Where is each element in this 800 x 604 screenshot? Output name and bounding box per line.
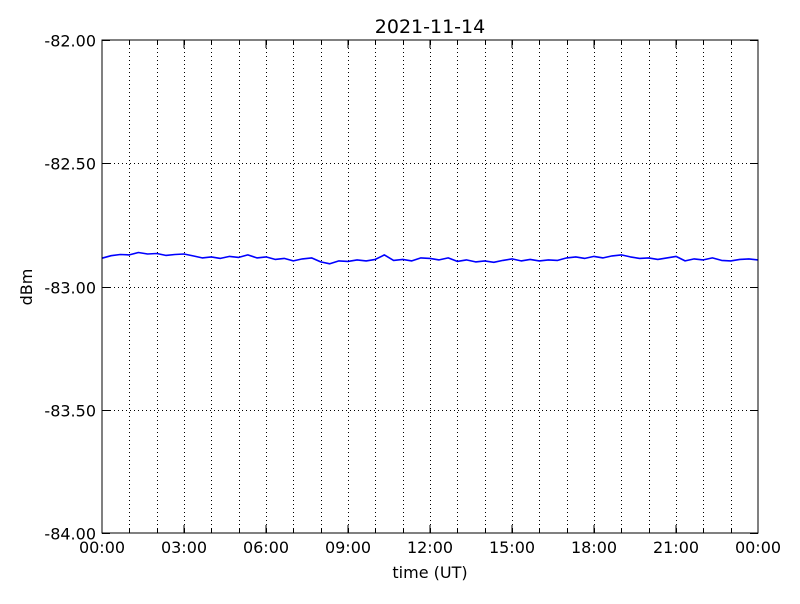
x-tick-label: 00:00	[735, 538, 781, 557]
x-tick-label: 03:00	[161, 538, 207, 557]
x-tick-label: 21:00	[653, 538, 699, 557]
x-tick-label: 00:00	[79, 538, 125, 557]
chart-title: 2021-11-14	[375, 16, 485, 38]
x-tick-label: 18:00	[571, 538, 617, 557]
x-tick-label: 06:00	[243, 538, 289, 557]
ticks: 00:00 03:00 06:00 09:00 12:00 15:00 18:00 21:00…	[44, 32, 781, 558]
y-tick-label: -82.50	[44, 155, 96, 174]
grid	[102, 40, 758, 533]
x-tick-label: 12:00	[407, 538, 453, 557]
x-tick-label: 09:00	[325, 538, 371, 557]
y-tick-label: -82.00	[44, 32, 96, 51]
series	[101, 251, 759, 265]
y-tick-label: -83.50	[44, 402, 96, 421]
series-line	[101, 251, 759, 265]
plot-frame	[101, 39, 759, 534]
x-axis-label: time (UT)	[392, 563, 467, 582]
y-tick-label: -84.00	[44, 525, 96, 544]
x-tick-label: 15:00	[489, 538, 535, 557]
y-axis-label: dBm	[17, 269, 36, 306]
y-tick-label: -83.00	[44, 279, 96, 298]
